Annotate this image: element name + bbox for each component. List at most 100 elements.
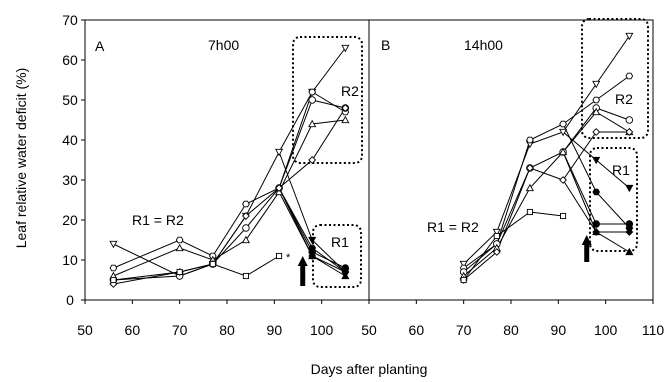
series-lines: [113, 35, 630, 285]
panel-a-point-square: [110, 276, 117, 284]
panel-b-point-triangle-down: [625, 32, 634, 41]
panel-a-r2-box: [292, 36, 363, 164]
panel-b-series-line-diamond: [463, 131, 630, 281]
panel-a-letter: A: [95, 38, 105, 54]
panel-a-point-square: [242, 272, 249, 280]
panel-a-point-triangle-down: [275, 148, 284, 157]
panel-b-point-triangle-up: [525, 183, 534, 192]
panel-a-r1-label: R1: [331, 234, 349, 250]
panel-b-point-hexagon: [592, 96, 601, 104]
axis-ticks: 0 10 20 30 40 50 60 70 50 60 70 80 90 100 50 60 70 80 90 10…: [62, 12, 664, 338]
panel-a-r1r2-label: R1 = R2: [132, 212, 184, 228]
panel-a-point-hexagon: [175, 236, 184, 244]
panel-b-time: 14h00: [464, 37, 503, 53]
panel-b-point-square: [493, 232, 500, 240]
panel-b-point-diamond: [492, 248, 501, 256]
y-tick-label: 0: [66, 292, 74, 308]
y-tick-label: 10: [62, 252, 78, 268]
panel-b-point-square: [560, 212, 567, 220]
panel-a-point-triangle-up: [308, 119, 317, 128]
panel-a-point-hexagon: [308, 88, 317, 96]
panel-b-point-diamond: [559, 176, 568, 184]
panel-b-point-triangle-down: [559, 128, 568, 137]
panel-a-series-line-square: [113, 255, 280, 281]
panel-b-series-line-triangle-down: [463, 35, 630, 265]
panel-a-arrow-shaft: [300, 264, 306, 286]
panel-a-x-tick-label: 70: [172, 322, 188, 338]
panel-b-point-diamond: [592, 128, 601, 136]
panel-b-point-hexagon: [625, 72, 634, 80]
panel-b-r2-label: R2: [615, 91, 633, 107]
panel-b-point-triangle-down-filled: [625, 184, 634, 193]
series-markers: [109, 32, 634, 288]
panel-a-point-diamond-filled: [308, 252, 317, 260]
plot-frame: [84, 19, 654, 301]
panel-a-asterisk: *: [286, 252, 291, 264]
panel-a-x-tick-label: 90: [267, 322, 283, 338]
panel-a-point-triangle-up: [175, 243, 184, 252]
panel-a-point-square: [176, 268, 183, 276]
y-tick-label: 30: [62, 172, 78, 188]
panel-b-point-circle: [625, 116, 634, 124]
panel-b-arrow-shaft: [584, 244, 590, 262]
panel-b-point-hexagon: [559, 120, 567, 128]
panel-b-r2-box: [581, 18, 649, 139]
panel-a-series-line-hexagon: [113, 91, 346, 269]
panel-b-x-tick-label: 110: [642, 322, 665, 338]
panel-b-point-hexagon-filled: [592, 188, 601, 196]
panel-a-point-triangle-up: [341, 115, 350, 124]
panel-a-point-diamond: [241, 212, 250, 220]
panel-a-point-triangle-up: [241, 235, 250, 244]
panel-a-point-diamond: [308, 156, 317, 164]
panel-b-r1r2-label: R1 = R2: [427, 219, 479, 235]
panel-b-point-diamond-filled: [625, 228, 634, 236]
panel-b-point-diamond: [625, 128, 634, 136]
y-tick-label: 40: [62, 132, 78, 148]
panel-b-x-tick-label: 90: [551, 322, 567, 338]
panel-a-point-square: [276, 252, 283, 260]
panel-b-r1-label: R1: [612, 162, 630, 178]
panel-b-point-triangle-up-filled: [625, 247, 634, 256]
panel-a-x-tick-label: 100: [310, 322, 334, 338]
panel-a-x-tick-label: 50: [77, 322, 93, 338]
y-tick-label: 60: [62, 52, 78, 68]
panel-a-x-tick-label: 80: [219, 322, 235, 338]
chart-text: Leaf relative water deficit (%) Days aft…: [13, 37, 633, 377]
panel-b-x-tick-label: 70: [456, 322, 472, 338]
panel-a-point-square: [209, 260, 216, 268]
panel-b-series-line-circle: [463, 107, 630, 273]
panel-b-series-line-square: [463, 211, 564, 281]
panel-a-point-triangle-down: [341, 44, 350, 53]
y-tick-label: 50: [62, 92, 78, 108]
panel-b-x-tick-label: 60: [409, 322, 425, 338]
panel-a-arrow-head: [297, 256, 308, 266]
panel-a-point-triangle-down-filled: [308, 236, 317, 245]
panel-b-point-triangle-down: [459, 260, 468, 269]
panel-b-x-tick-label: 80: [503, 322, 519, 338]
y-axis-title: Leaf relative water deficit (%): [13, 68, 29, 249]
panel-a-x-tick-label: 60: [125, 322, 141, 338]
panel-b-arrow-head: [581, 235, 592, 245]
panel-a-r2-label: R2: [341, 83, 359, 99]
panel-b-point-diamond: [525, 164, 534, 172]
panel-b-point-triangle-down: [592, 80, 601, 89]
panel-b-series-line-triangle-up: [463, 111, 630, 277]
panel-b-point-triangle-up: [559, 147, 568, 156]
panel-b-point-diamond-filled: [592, 228, 601, 236]
panel-a-point-hexagon: [242, 200, 250, 208]
panel-b-x-tick-label: 100: [594, 322, 618, 338]
panel-a-point-circle: [308, 96, 316, 104]
y-tick-label: 20: [62, 212, 78, 228]
panel-a-point-hexagon: [109, 264, 118, 272]
panel-b-point-hexagon: [526, 136, 534, 144]
panel-a-point-circle: [242, 224, 250, 232]
panel-a-point-triangle-down: [109, 240, 118, 249]
panel-b-point-circle-filled: [592, 220, 600, 228]
panel-b-letter: B: [381, 37, 390, 53]
panel-a-point-diamond-filled: [341, 268, 350, 276]
panel-a-time: 7h00: [208, 37, 239, 53]
panel-b-series-line-hexagon: [463, 75, 630, 269]
panel-b-point-circle-filled: [625, 220, 634, 228]
panel-b-point-square: [526, 208, 533, 216]
